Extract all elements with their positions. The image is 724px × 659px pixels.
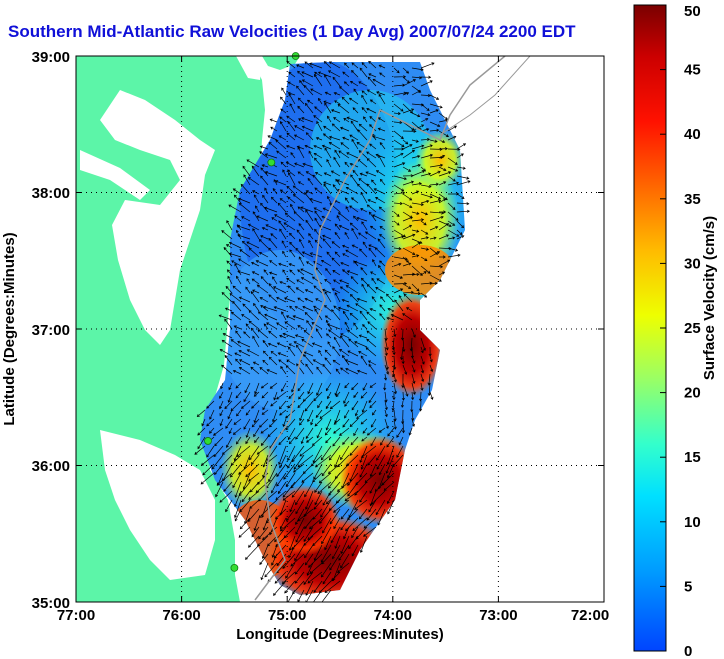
colorbar-tick-label: 15 xyxy=(684,449,701,466)
velocity-field xyxy=(200,62,465,595)
colorbar-tick-label: 5 xyxy=(684,578,692,595)
x-tick-label: 75:00 xyxy=(268,607,306,624)
land-new-jersey xyxy=(262,56,300,70)
tick-marks xyxy=(76,56,604,602)
colorbar-tick-label: 0 xyxy=(684,643,692,659)
colorbar-label: Surface Velocity (cm/s) xyxy=(701,216,718,380)
y-tick-label: 39:00 xyxy=(32,49,70,66)
x-tick-label: 72:00 xyxy=(571,607,609,624)
colorbar-tick-label: 45 xyxy=(684,62,701,79)
y-tick-label: 38:00 xyxy=(32,185,70,202)
map-layers xyxy=(76,56,531,602)
colorbar-tick-label: 35 xyxy=(684,191,701,208)
colorbar-tick-label: 30 xyxy=(684,255,701,272)
y-axis-label: Latitude (Degrees:Minutes) xyxy=(1,232,18,425)
station-markers xyxy=(204,52,300,572)
colorbar-tick-label: 20 xyxy=(684,385,701,402)
colorbar-tick-label: 25 xyxy=(684,320,701,337)
station-marker xyxy=(230,563,239,572)
potomac-river xyxy=(80,150,150,200)
map-title: Southern Mid-Atlantic Raw Velocities (1 … xyxy=(8,22,576,41)
y-tick-label: 37:00 xyxy=(32,322,70,339)
colorbar-tick-label: 40 xyxy=(684,126,701,143)
y-tick-label: 35:00 xyxy=(32,595,70,612)
y-tick-label: 36:00 xyxy=(32,458,70,475)
x-tick-label: 73:00 xyxy=(479,607,517,624)
x-tick-label: 76:00 xyxy=(162,607,200,624)
x-axis-label: Longitude (Degrees:Minutes) xyxy=(236,626,444,643)
x-tick-label: 74:00 xyxy=(374,607,412,624)
colorbar-tick-label: 50 xyxy=(684,3,701,20)
bathymetry-contour xyxy=(254,56,506,601)
station-marker xyxy=(204,437,212,445)
station-marker xyxy=(267,158,276,167)
x-tick-label: 77:00 xyxy=(57,607,95,624)
colorbar-tick-label: 10 xyxy=(684,514,701,531)
chesapeake-bay xyxy=(100,90,215,345)
grid-lines xyxy=(76,56,604,602)
bathymetry-contour-outer xyxy=(439,56,531,136)
delaware-bay xyxy=(236,56,262,80)
velocity-arrows xyxy=(194,60,471,602)
pamlico-sound xyxy=(100,430,215,580)
